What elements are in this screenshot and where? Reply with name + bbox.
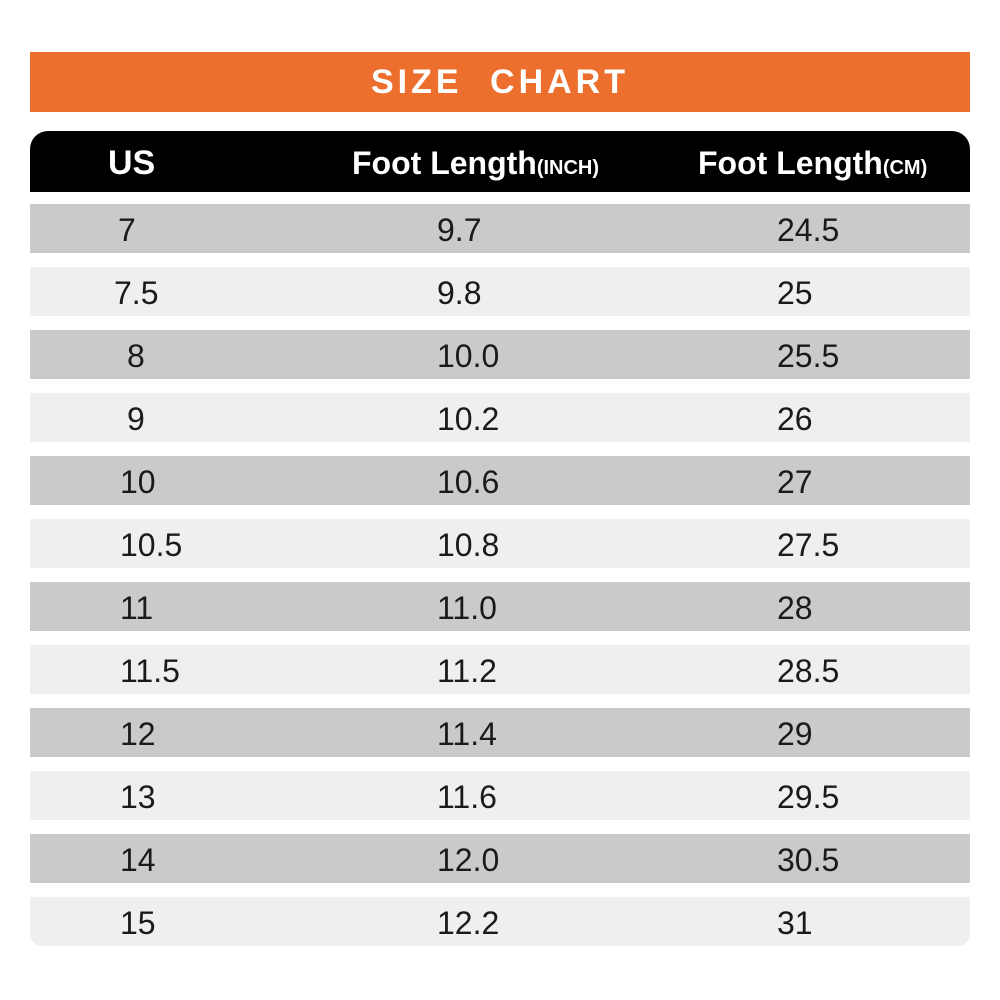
table-header: US Foot Length(INCH) Foot Length(CM) xyxy=(30,131,970,192)
header-foot-length-inch: Foot Length(INCH) xyxy=(352,131,599,192)
table-row: 7 9.7 24.5 xyxy=(30,204,970,253)
cell-inch: 10.8 xyxy=(437,527,500,563)
cell-us: 7 xyxy=(118,212,136,248)
cell-inch: 12.2 xyxy=(437,905,500,941)
cell-inch: 11.6 xyxy=(437,779,497,815)
cell-us: 14 xyxy=(120,842,156,878)
cell-cm: 24.5 xyxy=(777,212,840,248)
cell-inch: 10.6 xyxy=(437,464,500,500)
table-row: 12 11.4 29 xyxy=(30,708,970,757)
table-row: 8 10.0 25.5 xyxy=(30,330,970,379)
table-row: 11.5 11.2 28.5 xyxy=(30,645,970,694)
cell-cm: 27 xyxy=(777,464,813,500)
cell-inch: 10.0 xyxy=(437,338,500,374)
cell-us: 10.5 xyxy=(120,527,183,563)
cell-inch: 11.4 xyxy=(437,716,497,752)
cell-us: 10 xyxy=(120,464,156,500)
cell-us: 7.5 xyxy=(114,275,159,311)
table-row: 10 10.6 27 xyxy=(30,456,970,505)
cell-us: 12 xyxy=(120,716,156,752)
table-row: 15 12.2 31 xyxy=(30,897,970,946)
header-cm-unit: (CM) xyxy=(882,157,928,179)
table-row: 10.5 10.8 27.5 xyxy=(30,519,970,568)
table-row: 13 11.6 29.5 xyxy=(30,771,970,820)
cell-inch: 12.0 xyxy=(437,842,500,878)
cell-inch: 9.7 xyxy=(437,212,482,248)
cell-cm: 25 xyxy=(777,275,813,311)
title-bar: SIZE CHART xyxy=(30,52,970,112)
cell-cm: 31 xyxy=(777,905,813,941)
table-row: 11 11.0 28 xyxy=(30,582,970,631)
cell-cm: 28.5 xyxy=(777,653,840,689)
table-row: 7.5 9.8 25 xyxy=(30,267,970,316)
cell-us: 13 xyxy=(120,779,156,815)
cell-us: 11 xyxy=(120,590,154,626)
cell-cm: 30.5 xyxy=(777,842,840,878)
cell-cm: 27.5 xyxy=(777,527,840,563)
cell-cm: 26 xyxy=(777,401,813,437)
cell-us: 9 xyxy=(127,401,145,437)
cell-us: 11.5 xyxy=(120,653,180,689)
cell-inch: 11.0 xyxy=(437,590,497,626)
table-row: 14 12.0 30.5 xyxy=(30,834,970,883)
cell-inch: 11.2 xyxy=(437,653,497,689)
page-title: SIZE CHART xyxy=(371,62,629,101)
cell-cm: 29 xyxy=(777,716,813,752)
cell-cm: 29.5 xyxy=(777,779,840,815)
cell-us: 15 xyxy=(120,905,156,941)
header-cm-label: Foot Length xyxy=(698,145,883,181)
header-us: US xyxy=(108,144,156,182)
header-inch-unit: (INCH) xyxy=(536,157,600,179)
header-foot-length-cm: Foot Length(CM) xyxy=(698,131,927,192)
header-inch-label: Foot Length xyxy=(352,145,537,181)
cell-inch: 10.2 xyxy=(437,401,500,437)
table-row: 9 10.2 26 xyxy=(30,393,970,442)
cell-cm: 28 xyxy=(777,590,813,626)
cell-inch: 9.8 xyxy=(437,275,482,311)
table-body: 7 9.7 24.5 7.5 9.8 25 8 10.0 25.5 9 10.2… xyxy=(30,204,970,960)
cell-cm: 25.5 xyxy=(777,338,840,374)
cell-us: 8 xyxy=(127,338,145,374)
